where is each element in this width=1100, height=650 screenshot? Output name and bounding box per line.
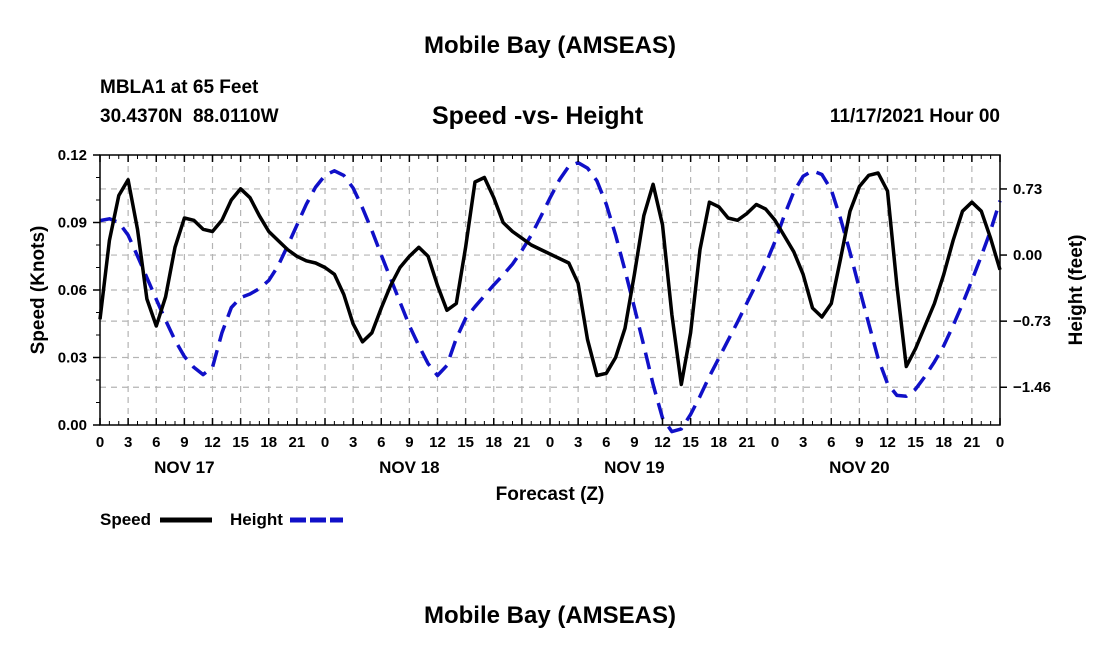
y-right-tick-label: −1.46 <box>1013 379 1051 396</box>
y-left-tick-label: 0.12 <box>58 147 87 164</box>
x-tick-label: 6 <box>377 434 385 451</box>
day-label: NOV 17 <box>154 458 214 477</box>
x-tick-label: 3 <box>574 434 582 451</box>
station-coords: 30.4370N 88.0110W <box>100 106 279 127</box>
day-label: NOV 18 <box>379 458 439 477</box>
x-tick-label: 0 <box>546 434 554 451</box>
x-tick-label: 12 <box>204 434 221 451</box>
x-tick-label: 15 <box>457 434 474 451</box>
x-tick-label: 6 <box>827 434 835 451</box>
x-tick-label: 12 <box>879 434 896 451</box>
y-left-tick-label: 0.06 <box>58 282 87 299</box>
footer-title: Mobile Bay (AMSEAS) <box>423 602 677 629</box>
legend-height-label: Height <box>230 510 283 529</box>
x-tick-label: 0 <box>996 434 1004 451</box>
x-tick-label: 9 <box>180 434 188 451</box>
height-series-line <box>99 160 1002 434</box>
y-left-tick-label: 0.03 <box>58 350 87 367</box>
x-tick-label: 18 <box>485 434 502 451</box>
day-label: NOV 19 <box>604 458 664 477</box>
speed-series-line <box>98 171 1002 387</box>
x-tick-label: 21 <box>514 434 531 451</box>
x-tick-label: 15 <box>682 434 699 451</box>
x-tick-label: 15 <box>907 434 924 451</box>
legend-speed-label: Speed <box>100 510 151 529</box>
x-tick-label: 15 <box>232 434 249 451</box>
x-tick-label: 9 <box>855 434 863 451</box>
x-tick-label: 6 <box>602 434 610 451</box>
x-tick-label: 21 <box>289 434 306 451</box>
legend: Speed Height <box>100 510 343 529</box>
x-tick-label: 0 <box>96 434 104 451</box>
x-tick-label: 18 <box>260 434 277 451</box>
x-axis-label: Forecast (Z) <box>496 484 605 505</box>
x-tick-label: 18 <box>935 434 952 451</box>
station-label: MBLA1 at 65 Feet <box>100 77 259 98</box>
page-title: Mobile Bay (AMSEAS) <box>423 32 677 59</box>
x-tick-label: 3 <box>799 434 807 451</box>
series-layer <box>98 160 1002 434</box>
x-tick-label: 0 <box>321 434 329 451</box>
x-tick-label: 3 <box>124 434 132 451</box>
x-tick-label: 9 <box>630 434 638 451</box>
y-right-tick-label: 0.73 <box>1013 181 1042 198</box>
x-tick-label: 21 <box>739 434 756 451</box>
x-tick-label: 12 <box>654 434 671 451</box>
y-left-tick-label: 0.00 <box>58 417 87 434</box>
x-tick-label: 0 <box>771 434 779 451</box>
day-label: NOV 20 <box>829 458 889 477</box>
chart-subtitle: Speed -vs- Height <box>432 102 644 130</box>
x-tick-label: 3 <box>349 434 357 451</box>
x-tick-label: 6 <box>152 434 160 451</box>
x-tick-label: 21 <box>964 434 981 451</box>
forecast-datetime: 11/17/2021 Hour 00 <box>829 106 1000 127</box>
y-right-tick-label: −0.73 <box>1013 313 1051 330</box>
y-axis-right-label: Height (feet) <box>1066 235 1087 346</box>
y-axis-left-label: Speed (Knots) <box>28 226 49 355</box>
y-left-tick-label: 0.09 <box>58 215 87 232</box>
y-right-tick-label: 0.00 <box>1013 247 1042 264</box>
x-tick-label: 12 <box>429 434 446 451</box>
x-tick-label: 18 <box>710 434 727 451</box>
axes: 0 3 6 9 12 15 18 21 0 3 6 9 12 15 18 21 0 3 6 9 12 15 18 21 0 3 6 9… <box>58 147 1051 477</box>
x-tick-label: 9 <box>405 434 413 451</box>
